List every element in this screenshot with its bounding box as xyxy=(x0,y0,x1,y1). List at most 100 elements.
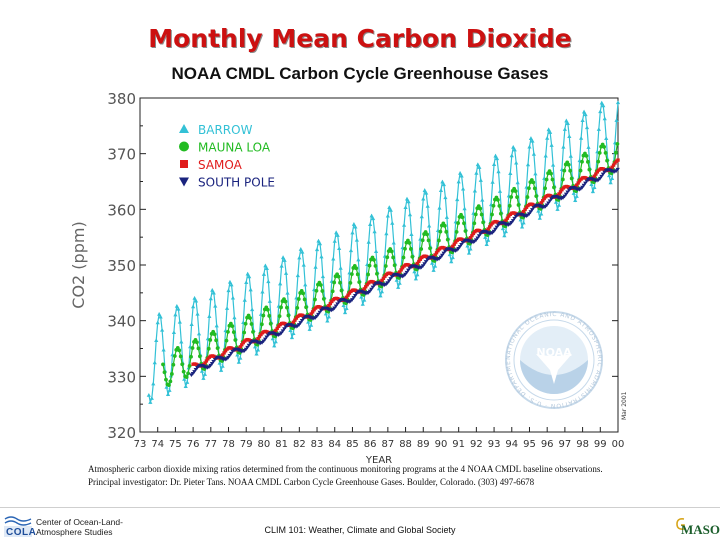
point-barrow xyxy=(599,100,604,105)
point-barrow xyxy=(342,310,348,315)
point-south-pole xyxy=(422,262,427,267)
point-samoa xyxy=(417,259,421,264)
point-barrow xyxy=(500,226,506,231)
point-barrow xyxy=(354,237,359,242)
point-mauna-loa xyxy=(574,189,579,194)
point-mauna-loa xyxy=(587,167,592,172)
point-mauna-loa xyxy=(357,280,362,285)
x-tick-label: 87 xyxy=(381,439,394,450)
point-barrow xyxy=(372,229,377,234)
point-mauna-loa xyxy=(367,263,372,268)
point-barrow xyxy=(171,330,177,335)
point-barrow xyxy=(441,182,447,187)
point-samoa xyxy=(383,274,387,278)
y-tick-label: 340 xyxy=(107,313,136,331)
point-barrow xyxy=(303,282,308,287)
point-barrow xyxy=(379,289,385,294)
point-mauna-loa xyxy=(178,354,183,359)
point-samoa xyxy=(611,163,616,167)
point-mauna-loa xyxy=(407,241,412,245)
point-mauna-loa xyxy=(566,162,571,167)
point-barrow xyxy=(394,277,399,282)
point-samoa xyxy=(256,336,260,341)
point-barrow xyxy=(438,188,444,192)
point-barrow xyxy=(369,213,374,218)
point-barrow xyxy=(182,376,187,381)
x-tick-label: 95 xyxy=(523,439,536,450)
point-mauna-loa xyxy=(197,354,202,359)
point-barrow xyxy=(279,263,284,268)
x-axis-label: YEAR xyxy=(365,455,392,466)
point-barrow xyxy=(564,118,569,123)
point-samoa xyxy=(400,266,405,270)
point-south-pole xyxy=(227,353,232,358)
x-tick-label: 73 xyxy=(134,439,147,450)
point-barrow xyxy=(291,331,296,336)
point-barrow xyxy=(229,282,234,287)
point-barrow xyxy=(351,222,357,226)
point-barrow xyxy=(341,303,346,308)
point-barrow xyxy=(396,285,401,289)
point-barrow xyxy=(556,202,562,207)
point-mauna-loa xyxy=(373,263,378,268)
point-barrow xyxy=(458,171,463,175)
point-mauna-loa xyxy=(497,203,502,208)
point-barrow xyxy=(579,136,584,140)
point-samoa xyxy=(557,192,561,196)
x-tick-label: 94 xyxy=(505,439,518,450)
series-mauna-loa xyxy=(161,141,620,388)
x-tick-label: 74 xyxy=(151,439,164,450)
y-tick-label: 330 xyxy=(107,368,136,386)
point-south-pole xyxy=(440,253,445,258)
point-barrow xyxy=(189,322,194,326)
point-barrow xyxy=(325,318,330,323)
chart-title: NOAA CMDL Carbon Cycle Greenhouse Gases xyxy=(171,64,549,83)
point-barrow xyxy=(493,153,498,158)
x-tick-label: 76 xyxy=(187,439,200,450)
point-barrow xyxy=(176,306,181,311)
point-barrow xyxy=(282,258,287,262)
point-mauna-loa xyxy=(460,215,465,220)
point-mauna-loa xyxy=(259,322,264,327)
point-barrow xyxy=(409,232,414,237)
point-barrow xyxy=(151,381,156,386)
point-mauna-loa xyxy=(432,259,437,263)
point-mauna-loa xyxy=(614,150,618,155)
point-samoa xyxy=(524,205,529,210)
point-mauna-loa xyxy=(186,371,190,376)
cola-org-line-1: Center of Ocean-Land- xyxy=(36,517,123,527)
point-mauna-loa xyxy=(586,159,590,164)
point-mauna-loa xyxy=(279,305,283,310)
point-mauna-loa xyxy=(233,338,238,342)
point-samoa xyxy=(577,179,582,183)
point-mauna-loa xyxy=(580,159,584,164)
y-tick-label: 380 xyxy=(107,90,136,108)
point-barrow xyxy=(167,388,172,392)
point-barrow xyxy=(573,198,578,203)
point-mauna-loa xyxy=(243,321,248,326)
point-mauna-loa xyxy=(338,280,342,285)
point-barrow xyxy=(219,368,224,372)
point-south-pole xyxy=(209,362,215,366)
point-barrow xyxy=(459,173,464,178)
y-tick-label: 350 xyxy=(107,257,136,275)
x-tick-label: 89 xyxy=(417,439,430,450)
point-barrow xyxy=(525,162,531,167)
point-barrow xyxy=(309,322,314,327)
point-mauna-loa xyxy=(490,212,494,217)
point-samoa xyxy=(594,172,598,176)
point-south-pole xyxy=(615,167,620,172)
noaa-logo: NOAA NATIONAL OCEANIC AND ATMOSPHERIC AD… xyxy=(505,311,603,409)
point-mauna-loa xyxy=(389,249,394,254)
point-barrow xyxy=(415,272,420,277)
point-mauna-loa xyxy=(189,354,193,359)
point-mauna-loa xyxy=(265,307,270,312)
point-samoa xyxy=(293,318,297,322)
point-samoa xyxy=(418,257,422,261)
point-barrow xyxy=(348,248,354,253)
point-barrow xyxy=(316,238,321,243)
point-samoa xyxy=(310,310,315,314)
point-barrow xyxy=(270,336,275,341)
series-south-pole xyxy=(189,167,620,378)
cola-logo: COLA Center of Ocean-Land- Atmosphere St… xyxy=(4,514,144,538)
